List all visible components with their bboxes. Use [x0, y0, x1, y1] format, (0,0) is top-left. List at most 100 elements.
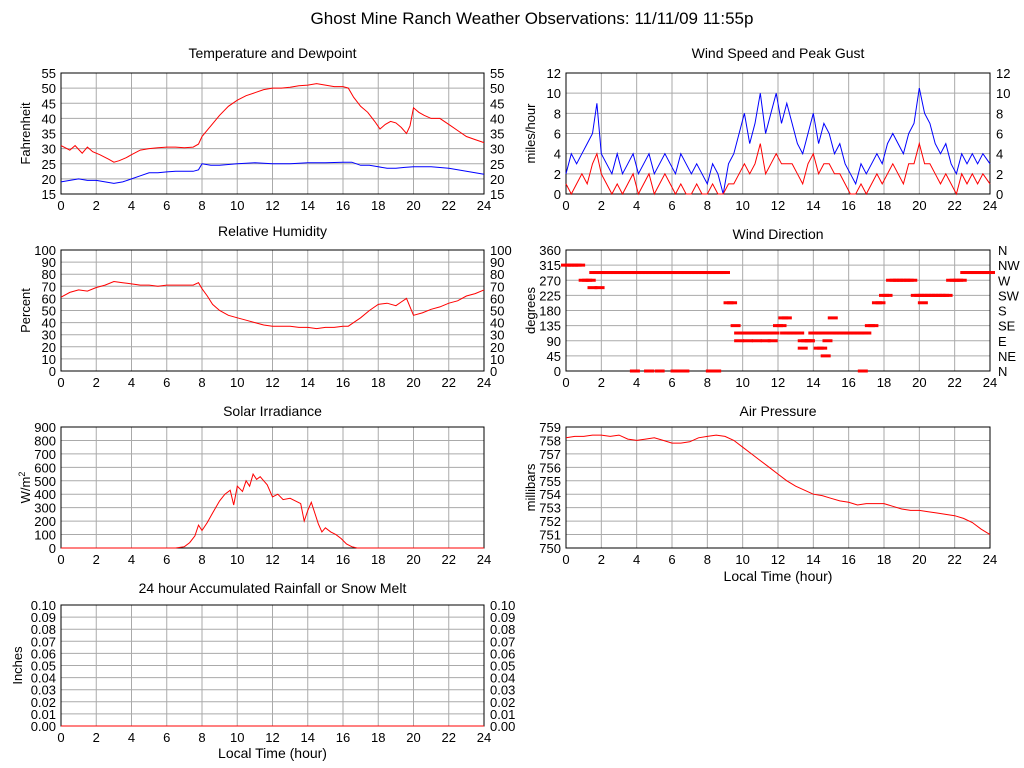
x-tick-label: 8: [198, 730, 205, 745]
y-tick-label: 600: [34, 460, 56, 475]
x-tick-label: 14: [806, 198, 820, 213]
plot-frame: [60, 426, 485, 549]
y-tick-label: 0: [49, 541, 56, 556]
x-tick-label: 12: [771, 375, 785, 390]
y-axis-label: Inches: [10, 646, 25, 685]
x-tick-label: 24: [477, 730, 491, 745]
direction-point: [868, 324, 879, 328]
y-tick-label: 225: [539, 288, 561, 303]
x-tick-label: 14: [301, 730, 315, 745]
y-tick-label: 135: [539, 319, 561, 334]
right-y-tick-label: 0: [996, 187, 1003, 202]
direction-point: [705, 369, 716, 373]
direction-point: [587, 286, 598, 290]
x-tick-label: 22: [442, 552, 456, 567]
right-y-tick-label: 0.08: [490, 622, 515, 637]
right-y-tick-label: 20: [490, 172, 504, 187]
y-tick-label: 754: [539, 487, 561, 502]
x-tick-label: 14: [301, 198, 315, 213]
direction-point: [711, 369, 722, 373]
plot-frame: [60, 249, 485, 372]
compass-tick-label: NE: [998, 349, 1016, 364]
y-axis-label: Percent: [18, 288, 33, 333]
direction-point: [985, 271, 995, 275]
right-y-tick-label: 50: [490, 304, 504, 319]
x-tick-label: 10: [230, 552, 244, 567]
x-tick-label: 22: [442, 198, 456, 213]
x-tick-label: 2: [93, 375, 100, 390]
x-tick-label: 4: [633, 198, 640, 213]
right-y-tick-label: 0.00: [490, 719, 515, 734]
compass-tick-label: NW: [998, 258, 1020, 273]
y-tick-label: 0.10: [31, 598, 56, 613]
x-tick-label: 22: [442, 730, 456, 745]
x-tick-label: 24: [983, 552, 997, 567]
x-tick-label: 22: [442, 375, 456, 390]
direction-point: [679, 369, 690, 373]
x-tick-label: 18: [877, 198, 891, 213]
y-tick-label: 12: [547, 66, 561, 81]
x-tick-label: 24: [983, 198, 997, 213]
x-tick-label: 16: [841, 552, 855, 567]
x-tick-label: 18: [371, 198, 385, 213]
y-tick-label: 0.00: [31, 719, 56, 734]
right-y-tick-label: 8: [996, 106, 1003, 121]
x-tick-label: 4: [128, 552, 135, 567]
y-tick-label: 500: [34, 474, 56, 489]
right-y-tick-label: 60: [490, 291, 504, 306]
y-tick-label: 4: [554, 147, 561, 162]
x-tick-label: 12: [265, 198, 279, 213]
series-line-0: [60, 280, 485, 330]
x-tick-label: 0: [562, 198, 569, 213]
y-tick-label: 55: [42, 66, 56, 81]
y-tick-label: 90: [547, 334, 561, 349]
series-line-0: [61, 472, 484, 549]
plot-frame: [565, 72, 991, 195]
series-line-1: [565, 141, 991, 196]
direction-point: [629, 369, 640, 373]
y-tick-label: 0.01: [31, 707, 56, 722]
direction-point: [818, 331, 829, 335]
x-tick-label: 24: [477, 375, 491, 390]
direction-point: [781, 316, 792, 320]
y-tick-label: 2: [554, 167, 561, 182]
chart-title: Solar Irradiance: [223, 403, 322, 419]
y-tick-label: 15: [42, 187, 56, 202]
chart-title: Temperature and Dewpoint: [188, 45, 356, 61]
x-tick-label: 6: [163, 730, 170, 745]
direction-point: [827, 316, 838, 320]
x-tick-label: 14: [806, 552, 820, 567]
x-tick-label: 16: [336, 730, 350, 745]
compass-tick-label: E: [998, 334, 1007, 349]
x-tick-label: 16: [336, 375, 350, 390]
x-tick-label: 20: [912, 198, 926, 213]
right-y-tick-label: 0.01: [490, 707, 515, 722]
x-tick-label: 20: [406, 730, 420, 745]
x-tick-label: 12: [265, 375, 279, 390]
direction-point: [769, 331, 780, 335]
right-y-tick-label: 80: [490, 267, 504, 282]
x-tick-label: 20: [406, 375, 420, 390]
x-tick-label: 18: [371, 375, 385, 390]
direction-point: [861, 331, 872, 335]
direction-point: [644, 369, 655, 373]
y-tick-label: 400: [34, 487, 56, 502]
right-y-tick-label: 0: [490, 364, 497, 379]
y-tick-label: 40: [42, 111, 56, 126]
right-y-tick-label: 0.02: [490, 695, 515, 710]
y-tick-label: 751: [539, 528, 561, 543]
direction-point: [767, 339, 778, 343]
y-tick-label: 35: [42, 127, 56, 142]
x-tick-label: 6: [668, 552, 675, 567]
right-y-tick-label: 10: [490, 352, 504, 367]
y-tick-label: 45: [547, 349, 561, 364]
x-axis-label: Local Time (hour): [218, 745, 327, 761]
x-tick-label: 8: [198, 198, 205, 213]
y-tick-label: 270: [539, 273, 561, 288]
y-tick-label: 0.04: [31, 671, 56, 686]
x-tick-label: 0: [57, 552, 64, 567]
chart-title: Relative Humidity: [218, 223, 327, 239]
